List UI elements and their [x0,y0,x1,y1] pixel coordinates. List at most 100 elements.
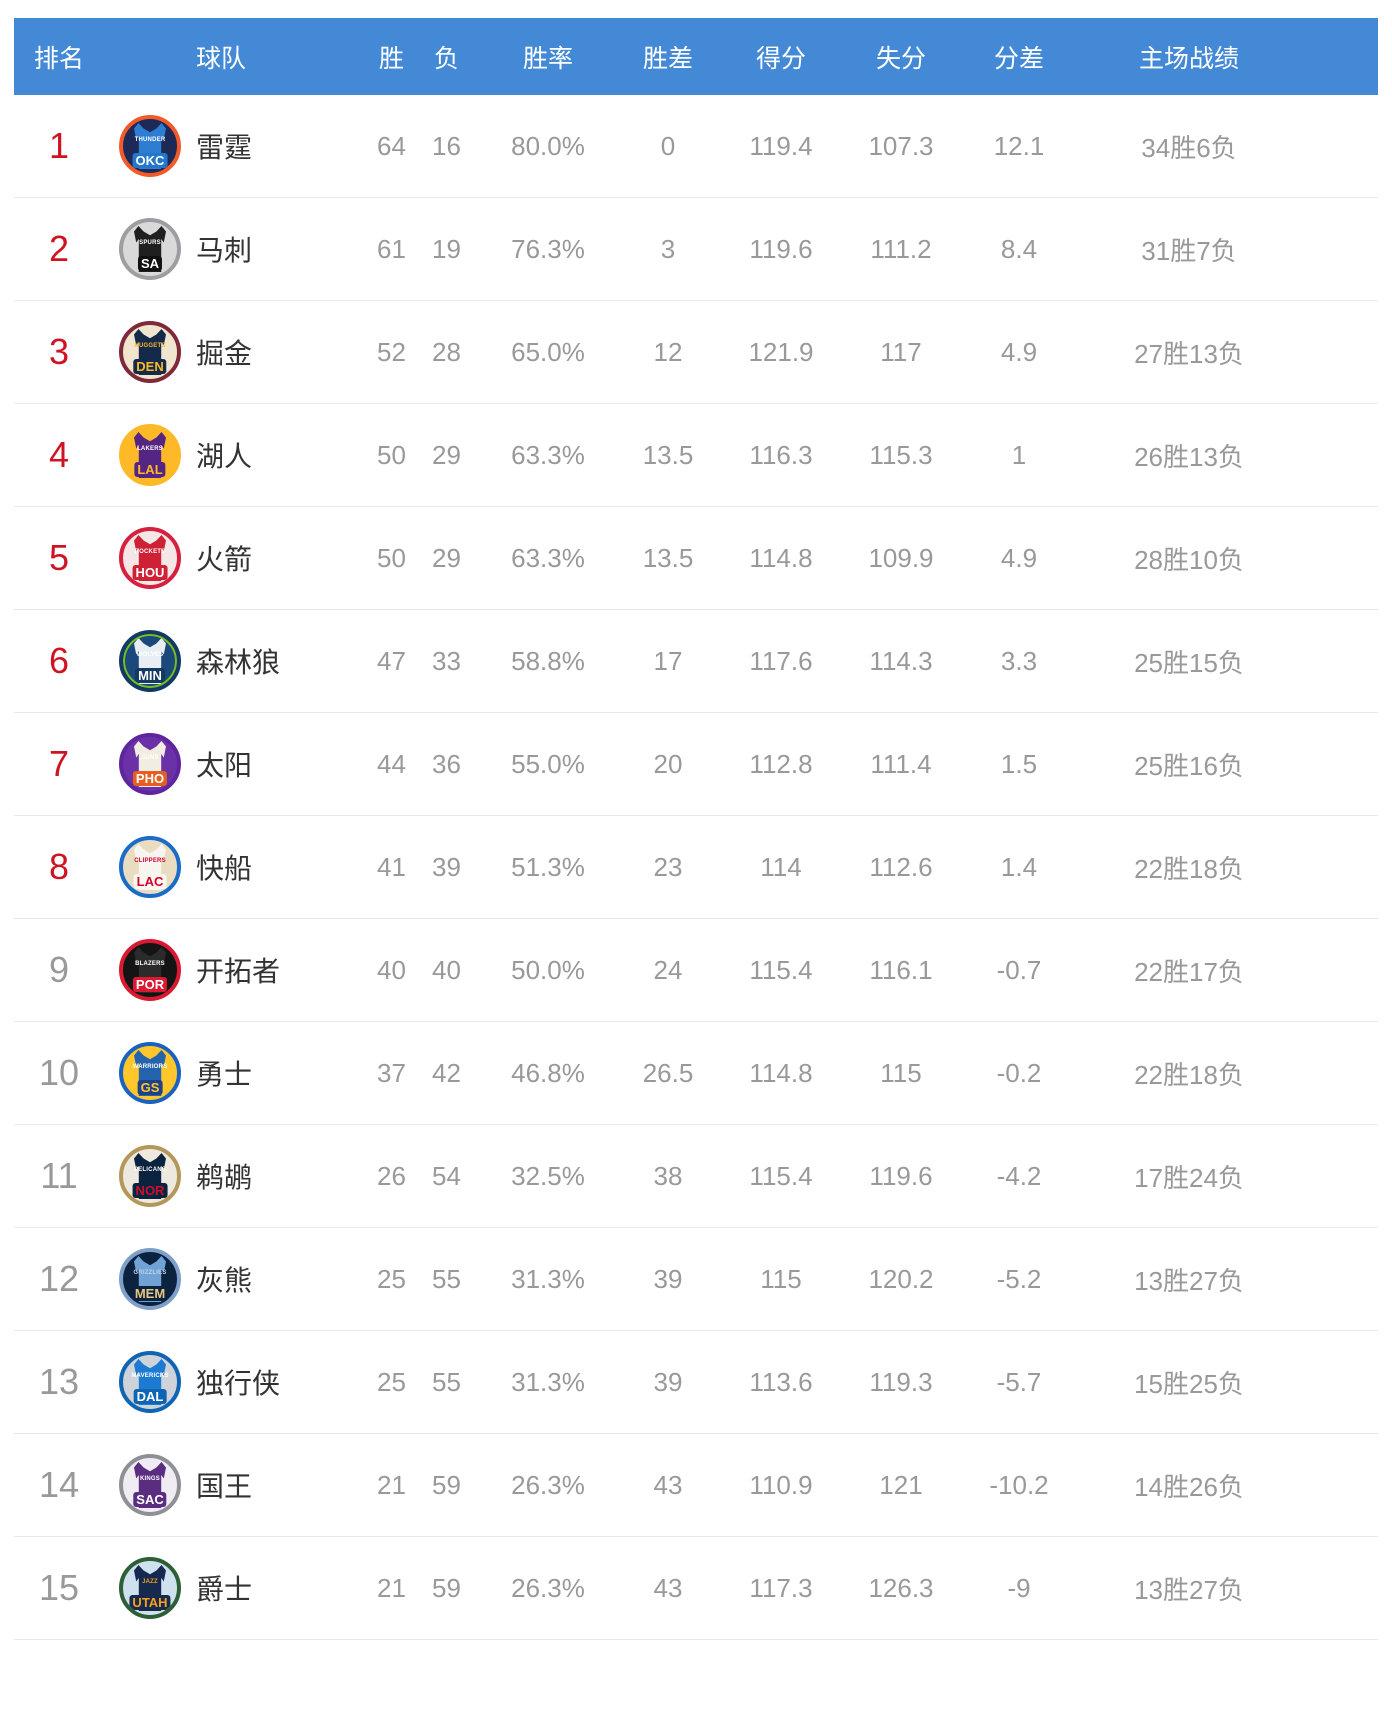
badge-inner-ring [123,1149,177,1203]
team-logo[interactable]: SPURS SA [104,218,196,280]
team-games-behind: 20 [653,748,683,779]
team-rank: 10 [38,1052,80,1093]
team-logo[interactable]: THUNDER OKC [104,115,196,177]
team-logo[interactable]: WARRIORS GS [104,1042,196,1104]
team-point-diff: -9 [1007,1572,1031,1603]
badge-team-abbr: PHO [132,771,168,786]
team-points-for: 117.3 [749,1572,813,1603]
team-win-rate: 46.8% [511,1057,585,1088]
team-wins: 26 [377,1160,406,1191]
team-badge-icon: CLIPPERS LAC [119,836,181,898]
badge-team-name: WARRIORS [132,1064,168,1070]
team-home-record: 13胜27负 [1134,1574,1244,1605]
badge-inner-ring [123,840,177,894]
team-logo[interactable]: SUNS PHO [104,733,196,795]
badge-team-name: BLAZERS [135,961,165,967]
table-row: 11 PELICANS NOR 鹈鹕 26 54 32.5% 38 115.4 … [14,1125,1378,1228]
team-win-rate: 55.0% [511,748,585,779]
team-wins: 61 [377,233,406,264]
team-rank: 13 [38,1361,80,1402]
team-point-diff: -10.2 [989,1469,1049,1500]
team-name[interactable]: 太阳 [196,750,253,781]
team-name[interactable]: 爵士 [196,1574,253,1605]
team-logo[interactable]: GRIZZLIES MEM [104,1248,196,1310]
badge-team-name: GRIZZLIES [133,1270,167,1276]
team-logo[interactable]: PELICANS NOR [104,1145,196,1207]
team-losses: 54 [432,1160,461,1191]
badge-team-name: KINGS [139,1476,160,1482]
team-games-behind: 17 [653,645,683,676]
team-win-rate: 80.0% [511,130,585,161]
team-name[interactable]: 森林狼 [196,647,281,678]
team-name[interactable]: 火箭 [196,544,253,575]
team-losses: 59 [432,1469,461,1500]
team-logo[interactable]: ROCKETS HOU [104,527,196,589]
team-losses: 16 [432,130,461,161]
team-points-against: 119.6 [869,1160,933,1191]
team-name[interactable]: 独行侠 [196,1368,281,1399]
team-logo[interactable]: BLAZERS POR [104,939,196,1001]
team-name[interactable]: 开拓者 [196,956,281,987]
team-rank: 8 [48,846,70,887]
team-games-behind: 38 [653,1160,683,1191]
badge-inner-ring [123,531,177,585]
team-points-against: 111.4 [870,748,932,779]
team-logo[interactable]: NUGGETS DEN [104,321,196,383]
team-games-behind: 12 [653,336,683,367]
team-logo[interactable]: WOLVES MIN [104,630,196,692]
row-spacer [1294,1537,1378,1639]
team-losses: 39 [432,851,461,882]
table-row: 14 KINGS SAC 国王 21 59 26.3% 43 110.9 121… [14,1434,1378,1537]
team-points-for: 114.8 [749,542,813,573]
team-points-for: 113.6 [749,1366,813,1397]
badge-team-name: JAZZ [142,1579,158,1585]
team-rank: 9 [48,949,70,990]
team-home-record: 13胜27负 [1134,1265,1244,1296]
table-row: 2 SPURS SA 马刺 61 19 76.3% 3 119.6 111.2 … [14,198,1378,301]
team-name[interactable]: 勇士 [196,1059,253,1090]
badge-inner-ring [123,222,177,276]
team-wins: 47 [377,645,406,676]
team-wins: 25 [377,1366,406,1397]
team-games-behind: 13.5 [642,542,694,573]
team-name[interactable]: 湖人 [196,441,253,472]
row-spacer [1294,1022,1378,1124]
team-badge-icon: KINGS SAC [119,1454,181,1516]
team-home-record: 26胜13负 [1134,441,1244,472]
col-header-wins: 胜 [378,44,404,73]
team-wins: 64 [377,130,406,161]
badge-team-name: SPURS [139,240,161,246]
team-badge-icon: MAVERICKS DAL [119,1351,181,1413]
col-header-rank: 排名 [33,44,84,73]
team-losses: 55 [432,1263,461,1294]
team-home-record: 22胜18负 [1134,1059,1244,1090]
team-name[interactable]: 鹈鹕 [196,1162,253,1193]
team-win-rate: 32.5% [511,1160,585,1191]
col-header-points-for: 得分 [755,44,806,73]
team-logo[interactable]: KINGS SAC [104,1454,196,1516]
table-row: 7 SUNS PHO 太阳 44 36 55.0% 20 112.8 111.4… [14,713,1378,816]
team-home-record: 17胜24负 [1134,1162,1244,1193]
team-name[interactable]: 掘金 [196,338,253,369]
team-name[interactable]: 快船 [196,853,253,884]
table-row: 9 BLAZERS POR 开拓者 40 40 50.0% 24 115.4 1… [14,919,1378,1022]
team-name[interactable]: 国王 [196,1471,253,1502]
team-losses: 55 [432,1366,461,1397]
row-spacer [1294,1434,1378,1536]
team-name[interactable]: 雷霆 [196,132,253,163]
team-points-against: 116.1 [869,954,933,985]
team-name[interactable]: 马刺 [196,235,253,266]
badge-inner-ring [123,1046,177,1100]
team-point-diff: -5.2 [996,1263,1042,1294]
badge-team-abbr: GS [137,1080,163,1095]
table-row: 10 WARRIORS GS 勇士 37 42 46.8% 26.5 114.8… [14,1022,1378,1125]
team-points-against: 114.3 [869,645,933,676]
team-points-against: 117 [880,336,922,367]
team-logo[interactable]: MAVERICKS DAL [104,1351,196,1413]
team-logo[interactable]: LAKERS LAL [104,424,196,486]
team-points-against: 112.6 [869,851,933,882]
team-name[interactable]: 灰熊 [196,1265,253,1296]
team-logo[interactable]: JAZZ UTAH [104,1557,196,1619]
team-logo[interactable]: CLIPPERS LAC [104,836,196,898]
badge-team-abbr: UTAH [129,1595,171,1610]
